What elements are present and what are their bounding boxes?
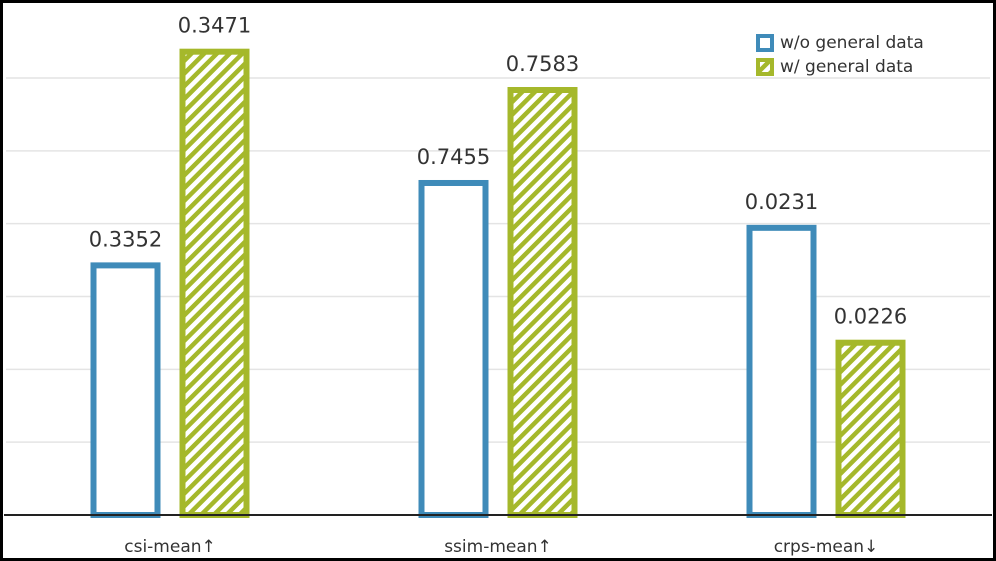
bar <box>507 87 578 518</box>
legend-label: w/ general data <box>780 57 913 77</box>
plot: csi-mean↑ 0.3352 0.3471 ssim-mean↑ 0.7455 0.7… <box>89 14 907 557</box>
legend-swatch <box>756 58 774 76</box>
bar <box>179 48 250 518</box>
x-tick-label: ssim-mean↑ <box>444 537 552 557</box>
value-label: 0.7583 <box>506 52 579 76</box>
value-label: 0.0226 <box>834 305 907 329</box>
value-label: 0.7455 <box>417 145 490 169</box>
legend-swatch <box>756 34 774 52</box>
bar <box>835 339 906 518</box>
bar <box>746 224 817 519</box>
value-label: 0.3352 <box>89 227 162 251</box>
value-label: 0.0231 <box>745 190 818 214</box>
x-tick-label: csi-mean↑ <box>124 537 216 557</box>
grid <box>6 77 990 443</box>
bar <box>418 179 489 518</box>
value-label: 0.3471 <box>178 14 251 38</box>
x-tick-label: crps-mean↓ <box>774 537 879 557</box>
bar <box>90 262 161 518</box>
legend-label: w/o general data <box>780 33 924 53</box>
legend: w/o general data w/ general data <box>756 33 924 77</box>
